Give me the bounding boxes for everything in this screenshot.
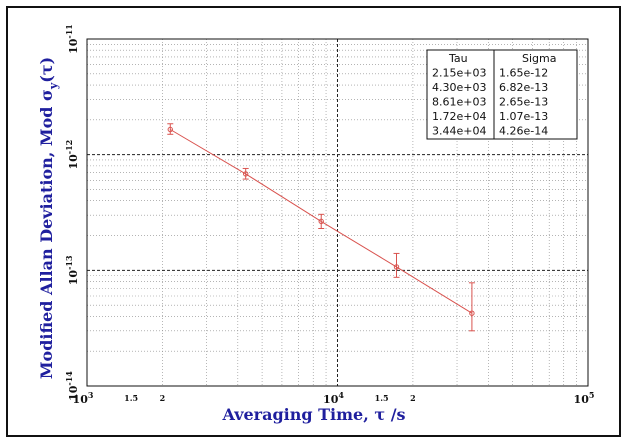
series-layer <box>167 123 475 332</box>
x-tick-exponent: 4 <box>338 390 344 400</box>
y-tick-base: 10 <box>67 38 80 54</box>
legend-cell-sigma: 1.07e-13 <box>499 110 548 123</box>
data-point <box>393 264 400 270</box>
legend-cell-tau: 8.61e+03 <box>432 96 486 109</box>
x-tick-base: 10 <box>574 393 590 406</box>
legend-table: Tau Sigma 2.15e+03 1.65e-12 4.30e+03 6.82e-13… <box>426 49 578 140</box>
y-axis-title-main: Modified Allan Deviation, Mod σ <box>37 89 56 379</box>
x-minor-tick-label: 2 <box>410 393 416 403</box>
x-axis-title: Averaging Time, τ /s <box>221 405 405 424</box>
y-tick-base: 10 <box>67 385 80 401</box>
data-point <box>469 310 475 316</box>
legend-header-sigma: Sigma <box>522 52 556 65</box>
x-tick-exponent: 5 <box>589 390 595 400</box>
x-tick-base: 10 <box>323 393 339 406</box>
legend-cell-sigma: 1.65e-12 <box>499 67 548 80</box>
data-point <box>167 126 173 133</box>
y-axis-title: Modified Allan Deviation, Mod σy(τ) <box>37 57 60 379</box>
x-tick-label: 104 <box>323 390 344 406</box>
legend-box <box>426 49 578 140</box>
y-axis-title-tail: (τ) <box>37 57 56 83</box>
legend-cell-tau: 2.15e+03 <box>432 67 486 80</box>
y-tick-base: 10 <box>67 270 80 286</box>
y-axis-title-group: Modified Allan Deviation, Mod σy(τ) <box>37 57 60 379</box>
y-tick-exponent: -11 <box>64 24 74 38</box>
legend-header-tau: Tau <box>448 52 468 65</box>
y-tick-label: 10-13 <box>64 255 80 285</box>
x-tick-base: 10 <box>73 393 89 406</box>
plot-area <box>86 38 589 387</box>
x-tick-label: 105 <box>574 390 595 406</box>
legend-cell-sigma: 6.82e-13 <box>499 81 548 94</box>
x-minor-tick-label: 1.5 <box>375 393 389 403</box>
x-tick-label: 103 <box>73 390 94 406</box>
legend-cell-sigma: 4.26e-14 <box>499 125 548 138</box>
y-tick-exponent: -13 <box>64 255 74 270</box>
y-tick-exponent: -12 <box>64 140 74 154</box>
y-axis-title-subscript: y <box>47 82 60 90</box>
x-minor-tick-label: 2 <box>160 393 166 403</box>
legend-cell-tau: 1.72e+04 <box>432 110 486 123</box>
y-tick-base: 10 <box>67 154 80 170</box>
y-tick-label: 10-14 <box>64 371 80 401</box>
x-tick-exponent: 3 <box>88 390 94 400</box>
legend-cell-tau: 4.30e+03 <box>432 81 486 94</box>
x-minor-tick-label: 1.5 <box>124 393 138 403</box>
data-point <box>318 218 324 225</box>
y-tick-exponent: -14 <box>64 371 74 386</box>
y-tick-label: 10-12 <box>64 140 80 170</box>
legend-cell-tau: 3.44e+04 <box>432 125 486 138</box>
legend-cell-sigma: 2.65e-13 <box>499 96 548 109</box>
chart-frame: 103 104 105 1.5 2 1.5 2 10-11 10-12 10-13 10-14 Ta… <box>6 6 621 437</box>
data-point <box>242 171 249 177</box>
y-tick-label: 10-11 <box>64 24 80 54</box>
